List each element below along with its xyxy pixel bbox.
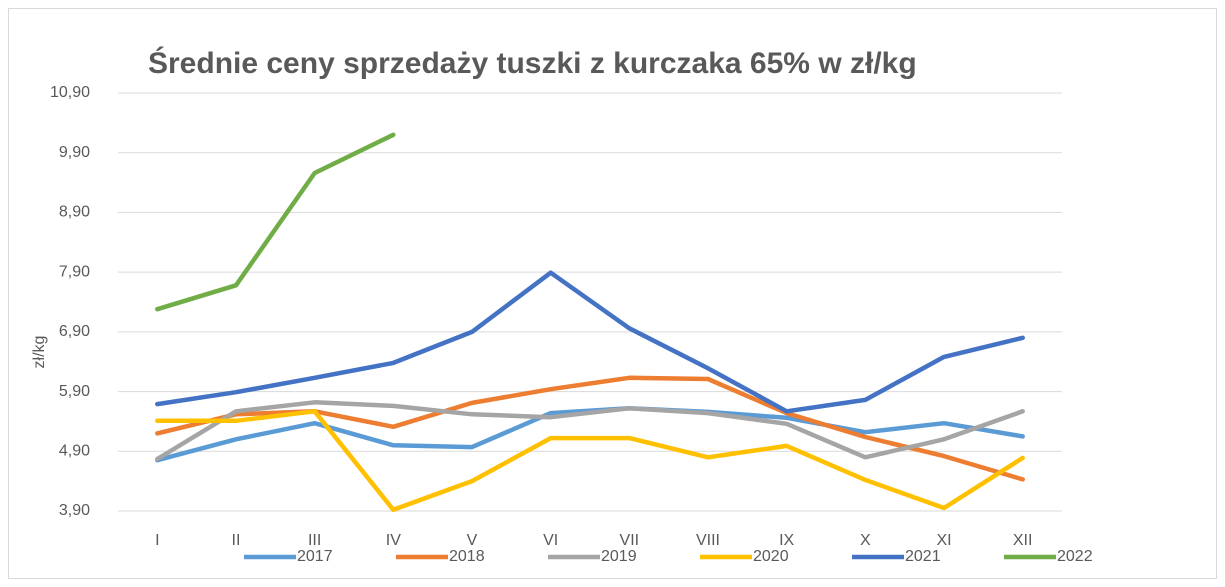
x-tick-label: XI (936, 532, 951, 549)
y-tick-label: 3,90 (59, 502, 90, 519)
series-line (155, 132, 396, 312)
y-tick-label: 5,90 (59, 383, 90, 400)
x-tick-label: II (232, 532, 241, 549)
y-tick-label: 7,90 (59, 263, 90, 280)
legend-label: 2021 (905, 548, 941, 565)
legend-label: 2018 (449, 548, 485, 565)
y-tick-label: 6,90 (59, 323, 90, 340)
x-tick-label: X (860, 532, 871, 549)
x-tick-label: VII (620, 532, 640, 549)
series-line (155, 270, 1025, 414)
y-tick-label: 10,90 (50, 84, 90, 101)
y-tick-label: 8,90 (59, 204, 90, 221)
legend-label: 2022 (1057, 548, 1093, 565)
legend-label: 2017 (297, 548, 333, 565)
x-tick-label: IX (779, 532, 794, 549)
chart-title: Średnie ceny sprzedaży tuszki z kurczaka… (148, 46, 917, 80)
y-axis-label: zł/kg (31, 336, 48, 369)
series-line (155, 400, 1025, 462)
x-tick-label: I (155, 532, 159, 549)
series-line (155, 409, 1025, 513)
y-tick-label: 4,90 (59, 443, 90, 460)
x-tick-label: V (467, 532, 478, 549)
legend-label: 2019 (601, 548, 637, 565)
x-tick-label: III (308, 532, 321, 549)
chart-border (8, 8, 1217, 579)
legend-label: 2020 (753, 548, 789, 565)
x-tick-label: VI (543, 532, 558, 549)
y-tick-label: 9,90 (59, 144, 90, 161)
x-tick-label: VIII (696, 532, 720, 549)
x-tick-label: XII (1013, 532, 1033, 549)
x-tick-label: IV (386, 532, 401, 549)
